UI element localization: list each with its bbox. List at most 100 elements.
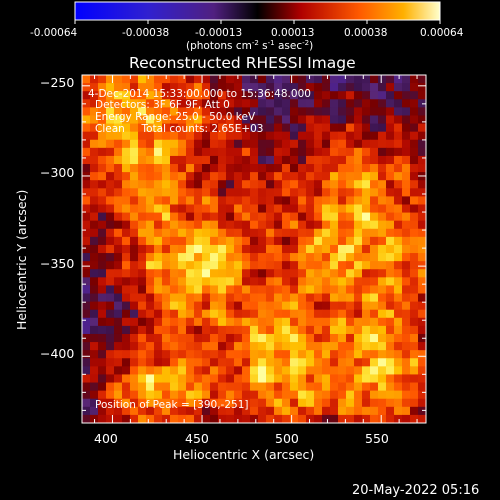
heatmap-cell bbox=[122, 212, 131, 222]
heatmap-cell bbox=[266, 172, 275, 181]
heatmap-cell bbox=[322, 115, 331, 125]
heatmap-cell bbox=[114, 99, 123, 108]
heatmap-cell bbox=[218, 285, 227, 295]
heatmap-cell bbox=[146, 204, 155, 214]
heatmap-cell bbox=[130, 277, 139, 287]
heatmap-cell bbox=[282, 253, 291, 262]
heatmap-cell bbox=[362, 75, 371, 84]
heatmap-cell bbox=[138, 317, 147, 327]
heatmap-cell bbox=[290, 333, 299, 343]
heatmap-cell bbox=[322, 244, 331, 254]
heatmap-cell bbox=[202, 358, 211, 367]
heatmap-cell bbox=[154, 196, 163, 206]
heatmap-cell bbox=[242, 123, 251, 133]
heatmap-cell bbox=[234, 277, 243, 287]
heatmap-cell bbox=[98, 180, 107, 189]
heatmap-cell bbox=[250, 75, 259, 84]
heatmap-cell bbox=[122, 155, 131, 165]
heatmap-cell bbox=[242, 414, 251, 423]
heatmap-cell bbox=[170, 277, 179, 287]
heatmap-cell bbox=[202, 196, 211, 206]
heatmap-cell bbox=[346, 366, 355, 376]
heatmap-cell bbox=[218, 107, 227, 117]
heatmap-cell bbox=[362, 382, 371, 392]
heatmap-cell bbox=[202, 277, 211, 287]
heatmap-cell bbox=[106, 358, 115, 367]
heatmap-cell bbox=[418, 139, 426, 149]
heatmap-cell bbox=[98, 75, 107, 84]
heatmap-cell bbox=[218, 188, 227, 197]
heatmap-cell bbox=[218, 147, 227, 157]
heatmap-cell bbox=[330, 382, 339, 392]
heatmap-cell bbox=[138, 277, 147, 287]
heatmap-cell bbox=[90, 398, 99, 408]
heatmap-cell bbox=[362, 164, 371, 173]
colorbar-tick-label: -0.00013 bbox=[195, 27, 242, 39]
heatmap-cell bbox=[106, 301, 115, 311]
heatmap-cell bbox=[266, 83, 275, 92]
heatmap-cell bbox=[210, 374, 219, 384]
heatmap-cell bbox=[210, 212, 219, 222]
heatmap-cell bbox=[306, 317, 315, 327]
heatmap-cell bbox=[306, 406, 315, 416]
heatmap-cell bbox=[378, 220, 387, 230]
heatmap-cell bbox=[250, 382, 259, 392]
heatmap-cell bbox=[402, 75, 411, 84]
heatmap-cell bbox=[370, 253, 379, 262]
heatmap-cell bbox=[218, 406, 227, 416]
heatmap-cell bbox=[186, 342, 195, 351]
heatmap-cell bbox=[138, 83, 147, 92]
heatmap-cell bbox=[194, 342, 203, 351]
heatmap-cell bbox=[194, 358, 203, 367]
heatmap-cell bbox=[162, 91, 171, 100]
heatmap-cell bbox=[306, 204, 315, 214]
heatmap-cell bbox=[314, 220, 323, 230]
heatmap-cell bbox=[90, 83, 99, 92]
heatmap-cell bbox=[98, 204, 107, 214]
heatmap-cell bbox=[418, 261, 426, 270]
heatmap-cell bbox=[162, 261, 171, 270]
heatmap-cell bbox=[170, 212, 179, 222]
heatmap-cell bbox=[250, 374, 259, 384]
heatmap-cell bbox=[186, 220, 195, 230]
heatmap-cell bbox=[362, 285, 371, 295]
heatmap-cell bbox=[234, 155, 243, 165]
heatmap-cell bbox=[418, 317, 426, 327]
heatmap-cell bbox=[386, 83, 395, 92]
heatmap-cell bbox=[106, 285, 115, 295]
heatmap-cell bbox=[202, 212, 211, 222]
heatmap-cell bbox=[186, 358, 195, 367]
heatmap-cell bbox=[266, 301, 275, 311]
heatmap-cell bbox=[410, 196, 419, 206]
heatmap-cell bbox=[346, 204, 355, 214]
heatmap-cell bbox=[130, 131, 139, 141]
heatmap-cell bbox=[274, 147, 283, 157]
heatmap-cell bbox=[186, 139, 195, 149]
heatmap-cell bbox=[410, 204, 419, 214]
heatmap-cell bbox=[258, 301, 267, 311]
heatmap-cell bbox=[298, 91, 307, 100]
heatmap-cell bbox=[202, 139, 211, 149]
heatmap-cell bbox=[394, 180, 403, 189]
heatmap-cell bbox=[210, 366, 219, 376]
heatmap-cell bbox=[210, 269, 219, 278]
heatmap-cell bbox=[114, 115, 123, 125]
heatmap-cell bbox=[274, 99, 283, 108]
heatmap-cell bbox=[346, 374, 355, 384]
heatmap-cell bbox=[114, 358, 123, 367]
heatmap-cell bbox=[90, 75, 99, 84]
heatmap-cell bbox=[242, 261, 251, 270]
heatmap-cell bbox=[218, 155, 227, 165]
heatmap-cell bbox=[338, 309, 347, 319]
heatmap-cell bbox=[122, 333, 131, 343]
heatmap-cell bbox=[178, 244, 187, 254]
heatmap-cell bbox=[106, 212, 115, 222]
heatmap-cell bbox=[114, 333, 123, 343]
y-tick-label: −400 bbox=[40, 346, 74, 361]
heatmap-cell bbox=[266, 244, 275, 254]
heatmap-cell bbox=[98, 83, 107, 92]
heatmap-cell bbox=[418, 244, 426, 254]
heatmap-cell bbox=[330, 228, 339, 238]
heatmap-cell bbox=[354, 212, 363, 222]
heatmap-cell bbox=[210, 285, 219, 295]
